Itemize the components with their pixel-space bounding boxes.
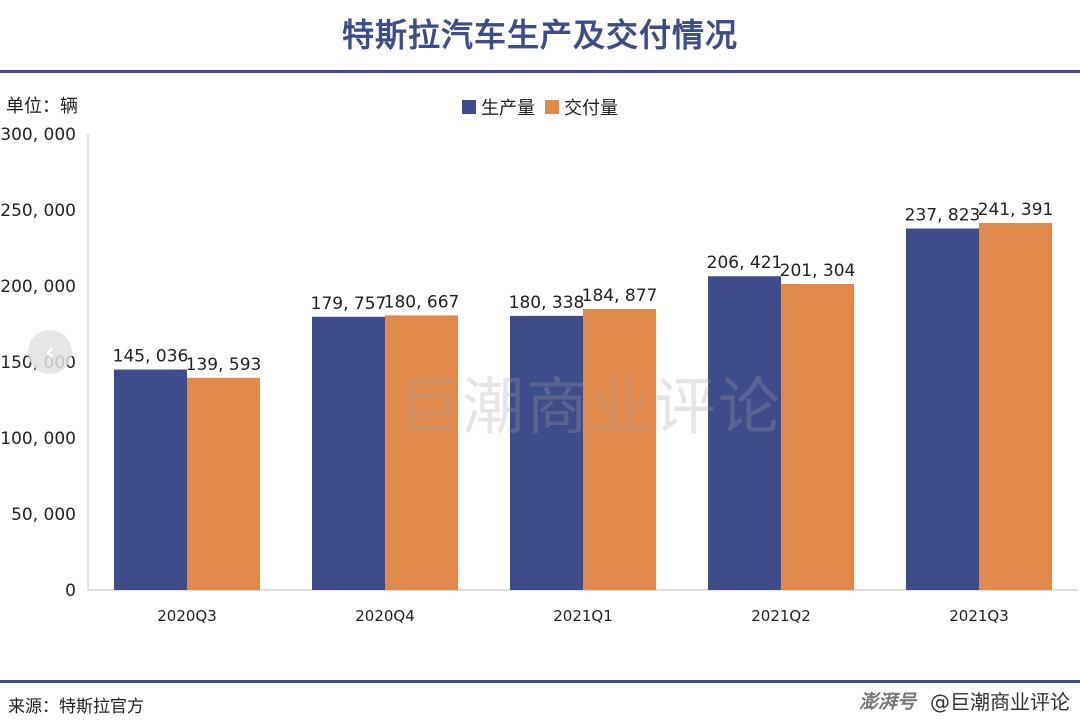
bar-delivery xyxy=(187,377,260,590)
y-tick-label: 50, 000 xyxy=(11,505,76,525)
y-tick-label: 0 xyxy=(65,581,76,601)
legend-label-production: 生产量 xyxy=(481,98,535,119)
bar-production xyxy=(510,315,583,590)
bar-production xyxy=(906,228,979,590)
data-label: 139, 593 xyxy=(186,355,262,375)
legend-swatch-production xyxy=(462,100,476,114)
bar-delivery xyxy=(781,284,854,590)
data-label: 180, 667 xyxy=(384,292,460,312)
chevron-left-icon: ‹ xyxy=(45,338,55,366)
bar-production xyxy=(312,316,385,590)
x-category-label: 2021Q3 xyxy=(949,607,1009,625)
y-tick-label: 250, 000 xyxy=(0,201,76,221)
legend: 生产量 交付量 xyxy=(462,94,628,120)
unit-label: 单位：辆 xyxy=(6,96,78,117)
y-tick-label: 100, 000 xyxy=(0,429,76,449)
top-divider xyxy=(0,70,1080,73)
legend-item-delivery: 交付量 xyxy=(545,94,618,120)
data-label: 206, 421 xyxy=(707,253,783,273)
credit-brand: 澎湃号 xyxy=(858,691,916,713)
credit: 澎湃号 @巨潮商业评论 xyxy=(859,686,1070,715)
chart-title: 特斯拉汽车生产及交付情况 xyxy=(341,16,738,54)
legend-swatch-delivery xyxy=(545,100,559,114)
x-category-label: 2021Q2 xyxy=(751,607,811,625)
prev-button[interactable]: ‹ xyxy=(28,330,72,374)
x-category-label: 2021Q1 xyxy=(553,607,613,625)
legend-item-production: 生产量 xyxy=(462,94,535,120)
x-category-label: 2020Q3 xyxy=(157,607,217,625)
x-category-label: 2020Q4 xyxy=(355,607,415,625)
y-tick-label: 300, 000 xyxy=(0,125,76,145)
bottom-divider xyxy=(0,680,1080,683)
data-label: 201, 304 xyxy=(780,261,856,281)
data-label: 237, 823 xyxy=(905,206,981,226)
data-label: 179, 757 xyxy=(311,294,387,314)
source-label: 来源：特斯拉官方 xyxy=(8,697,144,717)
legend-label-delivery: 交付量 xyxy=(564,98,618,119)
bar-production xyxy=(708,276,781,590)
bar-delivery xyxy=(979,223,1052,590)
data-label: 145, 036 xyxy=(113,347,189,367)
bar-delivery xyxy=(385,315,458,590)
y-tick-label: 200, 000 xyxy=(0,277,76,297)
bar-production xyxy=(114,369,187,590)
data-label: 184, 877 xyxy=(582,286,658,306)
credit-account: @巨潮商业评论 xyxy=(930,690,1070,714)
data-label: 180, 338 xyxy=(509,293,585,313)
data-label: 241, 391 xyxy=(978,200,1054,220)
bar-delivery xyxy=(583,308,656,590)
